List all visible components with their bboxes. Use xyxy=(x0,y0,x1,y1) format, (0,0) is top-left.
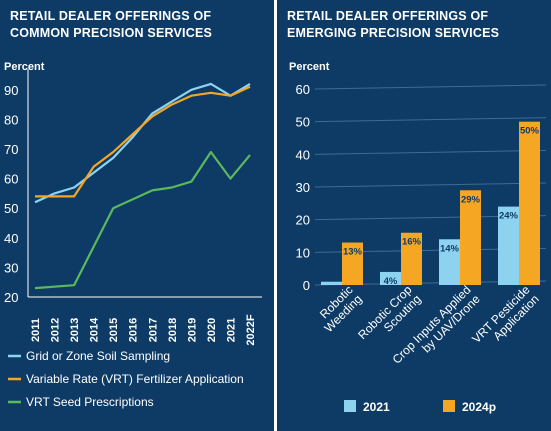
right-y-tick-label: 20 xyxy=(296,213,310,228)
left-panel: RETAIL DEALER OFFERINGS OF COMMON PRECIS… xyxy=(0,0,274,431)
left-y-tick-label: 90 xyxy=(4,83,18,98)
bar-value-label: 14% xyxy=(440,243,460,254)
left-x-tick-label: 2020 xyxy=(206,318,218,342)
left-x-tick-label: 2021 xyxy=(225,318,237,342)
left-panel-title: RETAIL DEALER OFFERINGS OF COMMON PRECIS… xyxy=(10,9,213,40)
right-panel: RETAIL DEALER OFFERINGS OF EMERGING PREC… xyxy=(277,0,551,431)
bar-value-label: 24% xyxy=(499,211,519,222)
right-y-tick-label: 30 xyxy=(296,180,310,195)
bar xyxy=(401,232,422,285)
left-y-tick-label: 70 xyxy=(4,142,18,157)
bar xyxy=(439,239,460,285)
left-x-tick-label: 2016 xyxy=(128,318,140,342)
bar xyxy=(519,121,540,286)
left-y-tick-label: 30 xyxy=(4,260,18,275)
right-y-tick-label: 50 xyxy=(296,115,310,130)
left-x-tick-label: 2022F xyxy=(245,314,257,345)
series-line xyxy=(34,150,251,290)
legend-label: 2024p xyxy=(462,400,496,414)
bar-value-label: 1% xyxy=(325,286,339,297)
legend-swatch xyxy=(344,400,356,412)
grid-line xyxy=(314,117,547,123)
left-y-tick-label: 80 xyxy=(4,112,18,127)
legend-label: 2021 xyxy=(363,400,390,414)
left-x-tick-label: 2019 xyxy=(186,318,198,342)
series-line xyxy=(34,82,251,204)
legend-label: Grid or Zone Soil Sampling xyxy=(26,349,170,363)
bar-value-label: 50% xyxy=(520,126,540,137)
right-panel-title: RETAIL DEALER OFFERINGS OF EMERGING PREC… xyxy=(287,9,500,40)
left-x-tick-label: 2013 xyxy=(69,318,81,342)
left-y-axis-label: Percent xyxy=(4,61,45,73)
legend-label: Variable Rate (VRT) Fertilizer Applicati… xyxy=(26,372,244,386)
series-line xyxy=(35,85,251,198)
bar xyxy=(321,281,342,285)
bar xyxy=(460,190,481,285)
left-x-tick-label: 2017 xyxy=(147,318,159,342)
left-x-tick-label: 2015 xyxy=(108,318,120,342)
grid-line xyxy=(314,182,547,188)
grid-line xyxy=(314,149,547,155)
right-y-tick-label: 10 xyxy=(296,245,310,260)
bar-value-label: 16% xyxy=(402,237,422,248)
right-y-tick-label: 60 xyxy=(296,82,310,97)
bar-value-label: 13% xyxy=(343,247,363,258)
left-x-tick-label: 2014 xyxy=(89,317,101,342)
left-y-tick-label: 50 xyxy=(4,201,18,216)
right-y-tick-label: 0 xyxy=(303,278,310,293)
left-y-tick-label: 20 xyxy=(4,290,18,305)
bar-value-label: 4% xyxy=(384,276,398,287)
grid-line xyxy=(314,84,547,90)
bar xyxy=(342,242,363,285)
left-y-tick-label: 60 xyxy=(4,172,18,187)
left-x-tick-label: 2018 xyxy=(167,318,179,342)
left-x-tick-label: 2012 xyxy=(50,318,62,342)
left-y-tick-label: 40 xyxy=(4,231,18,246)
legend-label: VRT Seed Prescriptions xyxy=(26,395,154,409)
right-y-axis-label: Percent xyxy=(289,61,330,73)
bar-value-label: 29% xyxy=(461,194,481,205)
common-services-line-chart: Percent 20 30 40 50 60 70 80 90 2011 2012 2013 2014 2… xyxy=(4,61,262,409)
legend-swatch xyxy=(443,400,455,412)
bar xyxy=(498,206,519,285)
right-y-tick-label: 40 xyxy=(296,147,310,162)
bar xyxy=(380,271,401,285)
left-x-tick-label: 2011 xyxy=(30,318,42,342)
